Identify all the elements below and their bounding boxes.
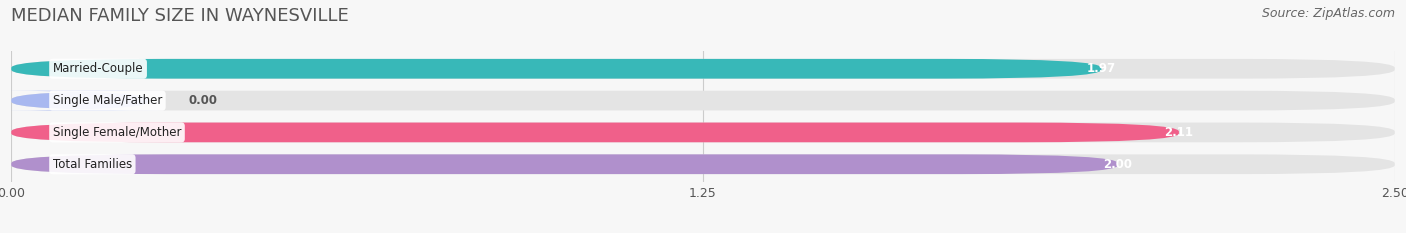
FancyBboxPatch shape xyxy=(11,123,1178,142)
Text: Total Families: Total Families xyxy=(53,158,132,171)
FancyBboxPatch shape xyxy=(11,154,1118,174)
FancyBboxPatch shape xyxy=(11,154,1395,174)
FancyBboxPatch shape xyxy=(11,59,1395,79)
FancyBboxPatch shape xyxy=(11,91,1395,110)
FancyBboxPatch shape xyxy=(0,91,166,110)
Text: 1.97: 1.97 xyxy=(1087,62,1116,75)
Text: 2.00: 2.00 xyxy=(1104,158,1133,171)
FancyBboxPatch shape xyxy=(11,59,1101,79)
Text: Single Male/Father: Single Male/Father xyxy=(53,94,162,107)
Text: MEDIAN FAMILY SIZE IN WAYNESVILLE: MEDIAN FAMILY SIZE IN WAYNESVILLE xyxy=(11,7,349,25)
Text: 2.11: 2.11 xyxy=(1164,126,1194,139)
Text: 0.00: 0.00 xyxy=(188,94,218,107)
Text: Married-Couple: Married-Couple xyxy=(53,62,143,75)
Text: Single Female/Mother: Single Female/Mother xyxy=(53,126,181,139)
FancyBboxPatch shape xyxy=(11,123,1395,142)
Text: Source: ZipAtlas.com: Source: ZipAtlas.com xyxy=(1261,7,1395,20)
